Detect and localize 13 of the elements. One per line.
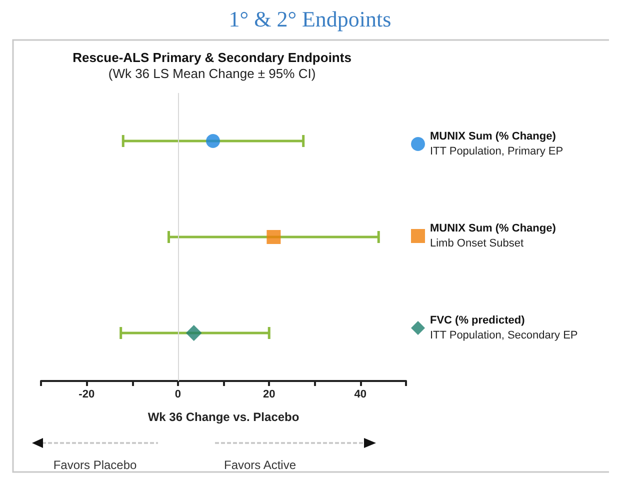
chart-subtitle: (Wk 36 LS Mean Change ± 95% CI) — [108, 66, 316, 81]
x-tick-label: 0 — [174, 388, 181, 400]
chart-title: Rescue-ALS Primary & Secondary Endpoints — [72, 50, 352, 65]
legend-label: FVC (% predicted) ITT Population, Secondary EP — [430, 314, 578, 342]
text: 1° & 2° Endpoints — [228, 6, 392, 32]
x-tick-label: 20 — [263, 388, 276, 400]
text: Favors Placebo — [53, 458, 138, 472]
x-axis-title: Wk 36 Change vs. Placebo — [148, 410, 300, 424]
text: Favors Active — [224, 458, 296, 472]
legend-label: MUNIX Sum (% Change) ITT Population, Primary EP — [430, 130, 564, 158]
legend-label: MUNIX Sum (% Change) Limb Onset Subset — [430, 222, 556, 250]
x-tick-label: 40 — [354, 388, 366, 400]
x-tick-label: -20 — [78, 388, 95, 400]
